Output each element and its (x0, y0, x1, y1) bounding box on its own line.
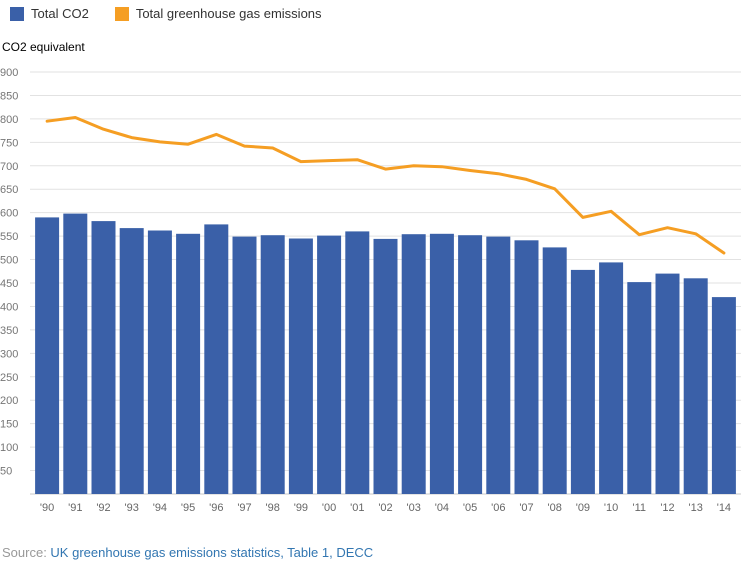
ghg-emissions-line (45, 116, 726, 255)
svg-text:750: 750 (0, 137, 18, 149)
source-link[interactable]: UK greenhouse gas emissions statistics, … (50, 545, 374, 560)
svg-text:200: 200 (0, 395, 18, 407)
chart-area: 50 100 150 200 250 300 350 400 450 500 550 600 650 70… (0, 58, 741, 528)
legend: Total CO2 Total greenhouse gas emissions (10, 6, 322, 21)
svg-text:'10: '10 (604, 502, 618, 514)
y-axis-labels: 50 100 150 200 250 300 350 400 450 500 550 600 650 70… (0, 67, 18, 478)
svg-text:'95: '95 (181, 502, 195, 514)
svg-text:'02: '02 (378, 502, 392, 514)
legend-item-total-co2: Total CO2 (10, 6, 89, 21)
bar-'94 (147, 230, 172, 494)
svg-text:300: 300 (0, 348, 18, 360)
svg-text:350: 350 (0, 325, 18, 337)
svg-text:'14: '14 (717, 502, 731, 514)
bar-'03 (401, 234, 426, 494)
svg-text:700: 700 (0, 161, 18, 173)
svg-text:400: 400 (0, 301, 18, 313)
svg-text:'06: '06 (491, 502, 505, 514)
svg-text:850: 850 (0, 90, 18, 102)
bar-'92 (91, 221, 116, 494)
svg-text:'11: '11 (633, 502, 647, 514)
svg-text:'99: '99 (294, 502, 308, 514)
svg-text:'01: '01 (350, 502, 364, 514)
svg-text:250: 250 (0, 372, 18, 384)
svg-text:500: 500 (0, 255, 18, 267)
bar-'06 (486, 236, 511, 494)
svg-text:'92: '92 (96, 502, 110, 514)
svg-text:'03: '03 (407, 502, 421, 514)
bar-'90 (35, 217, 60, 494)
bar-'96 (204, 224, 229, 494)
svg-text:'12: '12 (660, 502, 674, 514)
svg-text:650: 650 (0, 184, 18, 196)
bar-'98 (260, 235, 285, 494)
total-co2-swatch-icon (10, 6, 24, 21)
source-line: Source: UK greenhouse gas emissions stat… (2, 545, 373, 560)
svg-text:800: 800 (0, 114, 18, 126)
svg-text:50: 50 (0, 466, 12, 478)
x-axis-labels: '90 '91 '92 '93 '94 '95 '96 '97 '98 '99 '00 '01 '02 '… (40, 502, 731, 514)
svg-text:'00: '00 (322, 502, 336, 514)
bar-'12 (655, 273, 680, 494)
legend-label-total-co2: Total CO2 (31, 6, 89, 21)
bar-'04 (429, 233, 454, 495)
bar-'00 (317, 235, 342, 494)
svg-text:'97: '97 (237, 502, 251, 514)
bar-'97 (232, 236, 257, 494)
y-axis-title: CO2 equivalent (2, 40, 85, 54)
bar-'91 (63, 213, 88, 494)
svg-text:450: 450 (0, 278, 18, 290)
svg-text:'05: '05 (463, 502, 477, 514)
emissions-chart: 50 100 150 200 250 300 350 400 450 500 550 600 650 70… (0, 67, 741, 514)
svg-text:550: 550 (0, 231, 18, 243)
svg-text:900: 900 (0, 67, 18, 79)
svg-text:'90: '90 (40, 502, 54, 514)
bar-'02 (373, 238, 398, 494)
bar-'11 (627, 282, 652, 494)
svg-text:'96: '96 (209, 502, 223, 514)
svg-text:'13: '13 (689, 502, 703, 514)
bar-'95 (176, 233, 201, 495)
svg-text:'07: '07 (519, 502, 533, 514)
svg-text:'08: '08 (548, 502, 562, 514)
ghg-swatch-icon (114, 6, 129, 21)
bar-'99 (288, 238, 313, 494)
bar-'07 (514, 240, 539, 494)
bar-'01 (345, 231, 370, 494)
bar-'08 (542, 247, 567, 494)
svg-text:'94: '94 (153, 502, 167, 514)
bar-'13 (683, 278, 708, 494)
bar-'14 (711, 297, 736, 494)
svg-text:'04: '04 (435, 502, 449, 514)
svg-text:600: 600 (0, 208, 18, 220)
svg-text:'98: '98 (266, 502, 280, 514)
source-prefix: Source: (2, 545, 51, 560)
bar-'93 (119, 228, 144, 494)
bar-'10 (599, 262, 624, 494)
legend-label-ghg: Total greenhouse gas emissions (135, 6, 322, 21)
svg-text:'09: '09 (576, 502, 590, 514)
svg-text:100: 100 (0, 442, 18, 454)
bar-'09 (570, 269, 595, 494)
svg-text:150: 150 (0, 419, 18, 431)
total-co2-bars (35, 213, 736, 495)
legend-item-ghg: Total greenhouse gas emissions (114, 6, 322, 21)
bar-'05 (458, 235, 483, 494)
svg-text:'91: '91 (68, 502, 82, 514)
svg-text:'93: '93 (125, 502, 139, 514)
